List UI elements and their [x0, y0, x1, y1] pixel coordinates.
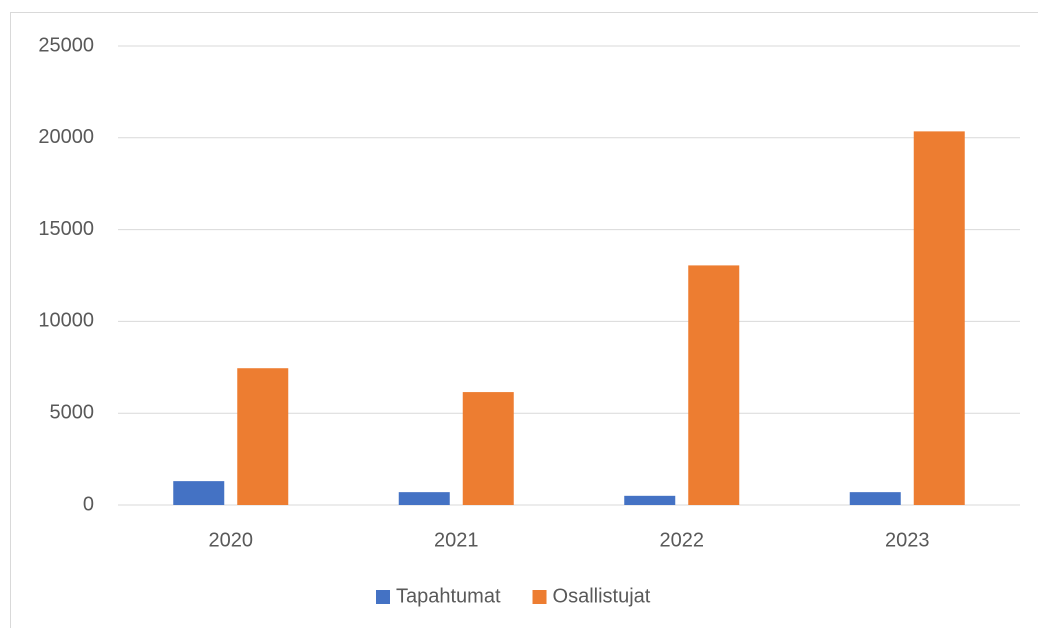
x-tick-label: 2020 [209, 529, 254, 551]
legend-label: Tapahtumat [396, 585, 501, 607]
bar [398, 492, 450, 505]
legend-swatch [376, 590, 390, 604]
x-tick-label: 2023 [885, 529, 930, 551]
chart-frame [10, 12, 1038, 628]
y-tick-label: 0 [83, 493, 94, 515]
bar [688, 265, 740, 505]
bar [173, 481, 225, 505]
legend-label: Osallistujat [553, 585, 651, 607]
y-tick-label: 25000 [38, 34, 94, 56]
bar [237, 368, 289, 505]
legend-swatch [532, 590, 547, 604]
x-tick-label: 2021 [434, 529, 479, 551]
bar [849, 492, 901, 505]
y-tick-label: 15000 [38, 218, 94, 240]
y-tick-label: 5000 [50, 401, 95, 423]
x-tick-label: 2022 [660, 529, 705, 551]
y-tick-label: 20000 [38, 126, 94, 148]
y-tick-label: 10000 [38, 310, 94, 332]
bar [624, 495, 676, 505]
bar [462, 392, 514, 505]
bar [913, 131, 965, 505]
